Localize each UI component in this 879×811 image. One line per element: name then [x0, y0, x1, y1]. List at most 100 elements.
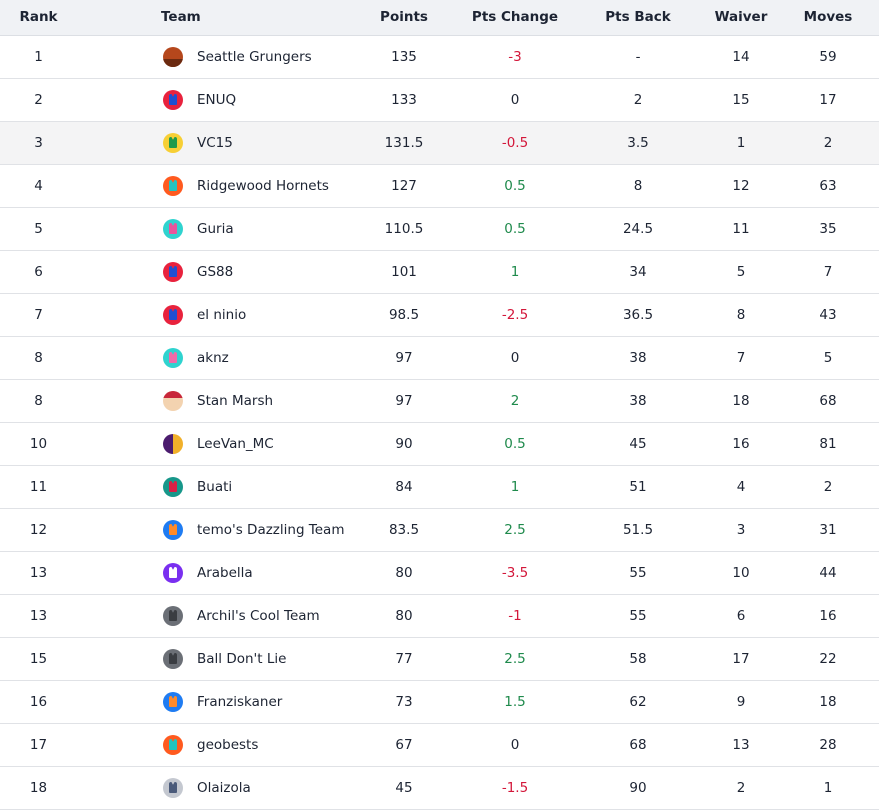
- table-row[interactable]: 15 Ball Don't Lie 77 2.5 58 17 22: [0, 637, 879, 681]
- team-logo-icon: [163, 304, 183, 325]
- rank-cell: 8: [0, 336, 77, 380]
- points-cell: 98.5: [349, 293, 459, 337]
- pts-change-cell: 2.5: [459, 508, 571, 552]
- team-name-link[interactable]: Franziskaner: [197, 693, 283, 710]
- moves-cell: 2: [777, 121, 879, 165]
- team-cell: VC15: [77, 121, 349, 165]
- team-cell: LeeVan_MC: [77, 422, 349, 466]
- header-pts-back[interactable]: Pts Back: [571, 0, 705, 36]
- team-name-link[interactable]: VC15: [197, 134, 233, 151]
- points-cell: 67: [349, 723, 459, 767]
- points-cell: 101: [349, 250, 459, 294]
- moves-cell: 59: [777, 35, 879, 79]
- table-row[interactable]: 3 VC15 131.5 -0.5 3.5 1 2: [0, 121, 879, 165]
- table-row[interactable]: 13 Archil's Cool Team 80 -1 55 6 16: [0, 594, 879, 638]
- pts-back-cell: 58: [571, 637, 705, 681]
- team-name-link[interactable]: Olaizola: [197, 779, 251, 796]
- team-logo-icon: [163, 347, 183, 368]
- pts-change-cell: -3: [459, 35, 571, 79]
- table-row[interactable]: 8 Stan Marsh 97 2 38 18 68: [0, 379, 879, 423]
- team-name-link[interactable]: LeeVan_MC: [197, 435, 274, 452]
- team-logo-icon: [163, 562, 183, 583]
- points-cell: 97: [349, 336, 459, 380]
- waiver-cell: 3: [705, 508, 777, 552]
- team-name-link[interactable]: Buati: [197, 478, 233, 495]
- team-name-link[interactable]: temo's Dazzling Team: [197, 521, 345, 538]
- table-row[interactable]: 8 aknz 97 0 38 7 5: [0, 336, 879, 380]
- team-name-link[interactable]: aknz: [197, 349, 229, 366]
- points-cell: 133: [349, 78, 459, 122]
- waiver-cell: 1: [705, 121, 777, 165]
- table-row[interactable]: 11 Buati 84 1 51 4 2: [0, 465, 879, 509]
- moves-cell: 18: [777, 680, 879, 724]
- points-cell: 131.5: [349, 121, 459, 165]
- table-row[interactable]: 1 Seattle Grungers 135 -3 - 14 59: [0, 35, 879, 79]
- header-pts-change[interactable]: Pts Change: [459, 0, 571, 36]
- pts-back-cell: 24.5: [571, 207, 705, 251]
- rank-cell: 16: [0, 680, 77, 724]
- moves-cell: 1: [777, 766, 879, 810]
- points-cell: 77: [349, 637, 459, 681]
- team-name-link[interactable]: Arabella: [197, 564, 253, 581]
- team-logo-icon: [163, 89, 183, 110]
- table-row[interactable]: 4 Ridgewood Hornets 127 0.5 8 12 63: [0, 164, 879, 208]
- pts-back-cell: 2: [571, 78, 705, 122]
- pts-change-cell: 2: [459, 379, 571, 423]
- table-row[interactable]: 10 LeeVan_MC 90 0.5 45 16 81: [0, 422, 879, 466]
- table-row[interactable]: 5 Guria 110.5 0.5 24.5 11 35: [0, 207, 879, 251]
- team-name-link[interactable]: Guria: [197, 220, 234, 237]
- header-waiver[interactable]: Waiver: [705, 0, 777, 36]
- moves-cell: 22: [777, 637, 879, 681]
- rank-cell: 7: [0, 293, 77, 337]
- waiver-cell: 12: [705, 164, 777, 208]
- team-name-link[interactable]: geobests: [197, 736, 259, 753]
- pts-change-cell: -3.5: [459, 551, 571, 595]
- pts-back-cell: 38: [571, 336, 705, 380]
- pts-change-cell: 0.5: [459, 207, 571, 251]
- points-cell: 135: [349, 35, 459, 79]
- waiver-cell: 10: [705, 551, 777, 595]
- team-name-link[interactable]: GS88: [197, 263, 234, 280]
- rank-cell: 11: [0, 465, 77, 509]
- points-cell: 84: [349, 465, 459, 509]
- pts-back-cell: 34: [571, 250, 705, 294]
- table-row[interactable]: 12 temo's Dazzling Team 83.5 2.5 51.5 3 …: [0, 508, 879, 552]
- header-moves[interactable]: Moves: [777, 0, 879, 36]
- team-logo-icon: [163, 390, 183, 411]
- pts-back-cell: 3.5: [571, 121, 705, 165]
- table-row[interactable]: 17 geobests 67 0 68 13 28: [0, 723, 879, 767]
- header-rank[interactable]: Rank: [0, 0, 77, 36]
- team-name-link[interactable]: Archil's Cool Team: [197, 607, 320, 624]
- team-cell: Ridgewood Hornets: [77, 164, 349, 208]
- team-name-link[interactable]: ENUQ: [197, 91, 237, 108]
- table-row[interactable]: 7 el ninio 98.5 -2.5 36.5 8 43: [0, 293, 879, 337]
- waiver-cell: 11: [705, 207, 777, 251]
- table-row[interactable]: 16 Franziskaner 73 1.5 62 9 18: [0, 680, 879, 724]
- table-row[interactable]: 18 Olaizola 45 -1.5 90 2 1: [0, 766, 879, 810]
- table-row[interactable]: 2 ENUQ 133 0 2 15 17: [0, 78, 879, 122]
- rank-cell: 12: [0, 508, 77, 552]
- moves-cell: 44: [777, 551, 879, 595]
- waiver-cell: 4: [705, 465, 777, 509]
- header-team[interactable]: Team: [77, 0, 349, 36]
- moves-cell: 7: [777, 250, 879, 294]
- team-logo-icon: [163, 734, 183, 755]
- team-name-link[interactable]: Seattle Grungers: [197, 48, 312, 65]
- team-name-link[interactable]: el ninio: [197, 306, 247, 323]
- moves-cell: 5: [777, 336, 879, 380]
- pts-back-cell: 62: [571, 680, 705, 724]
- points-cell: 80: [349, 594, 459, 638]
- team-name-link[interactable]: Ridgewood Hornets: [197, 177, 329, 194]
- waiver-cell: 15: [705, 78, 777, 122]
- pts-back-cell: 55: [571, 594, 705, 638]
- team-name-link[interactable]: Stan Marsh: [197, 392, 274, 409]
- team-name-link[interactable]: Ball Don't Lie: [197, 650, 287, 667]
- table-row[interactable]: 6 GS88 101 1 34 5 7: [0, 250, 879, 294]
- header-points[interactable]: Points: [349, 0, 459, 36]
- waiver-cell: 6: [705, 594, 777, 638]
- team-cell: Arabella: [77, 551, 349, 595]
- table-row[interactable]: 13 Arabella 80 -3.5 55 10 44: [0, 551, 879, 595]
- team-cell: Buati: [77, 465, 349, 509]
- pts-back-cell: -: [571, 35, 705, 79]
